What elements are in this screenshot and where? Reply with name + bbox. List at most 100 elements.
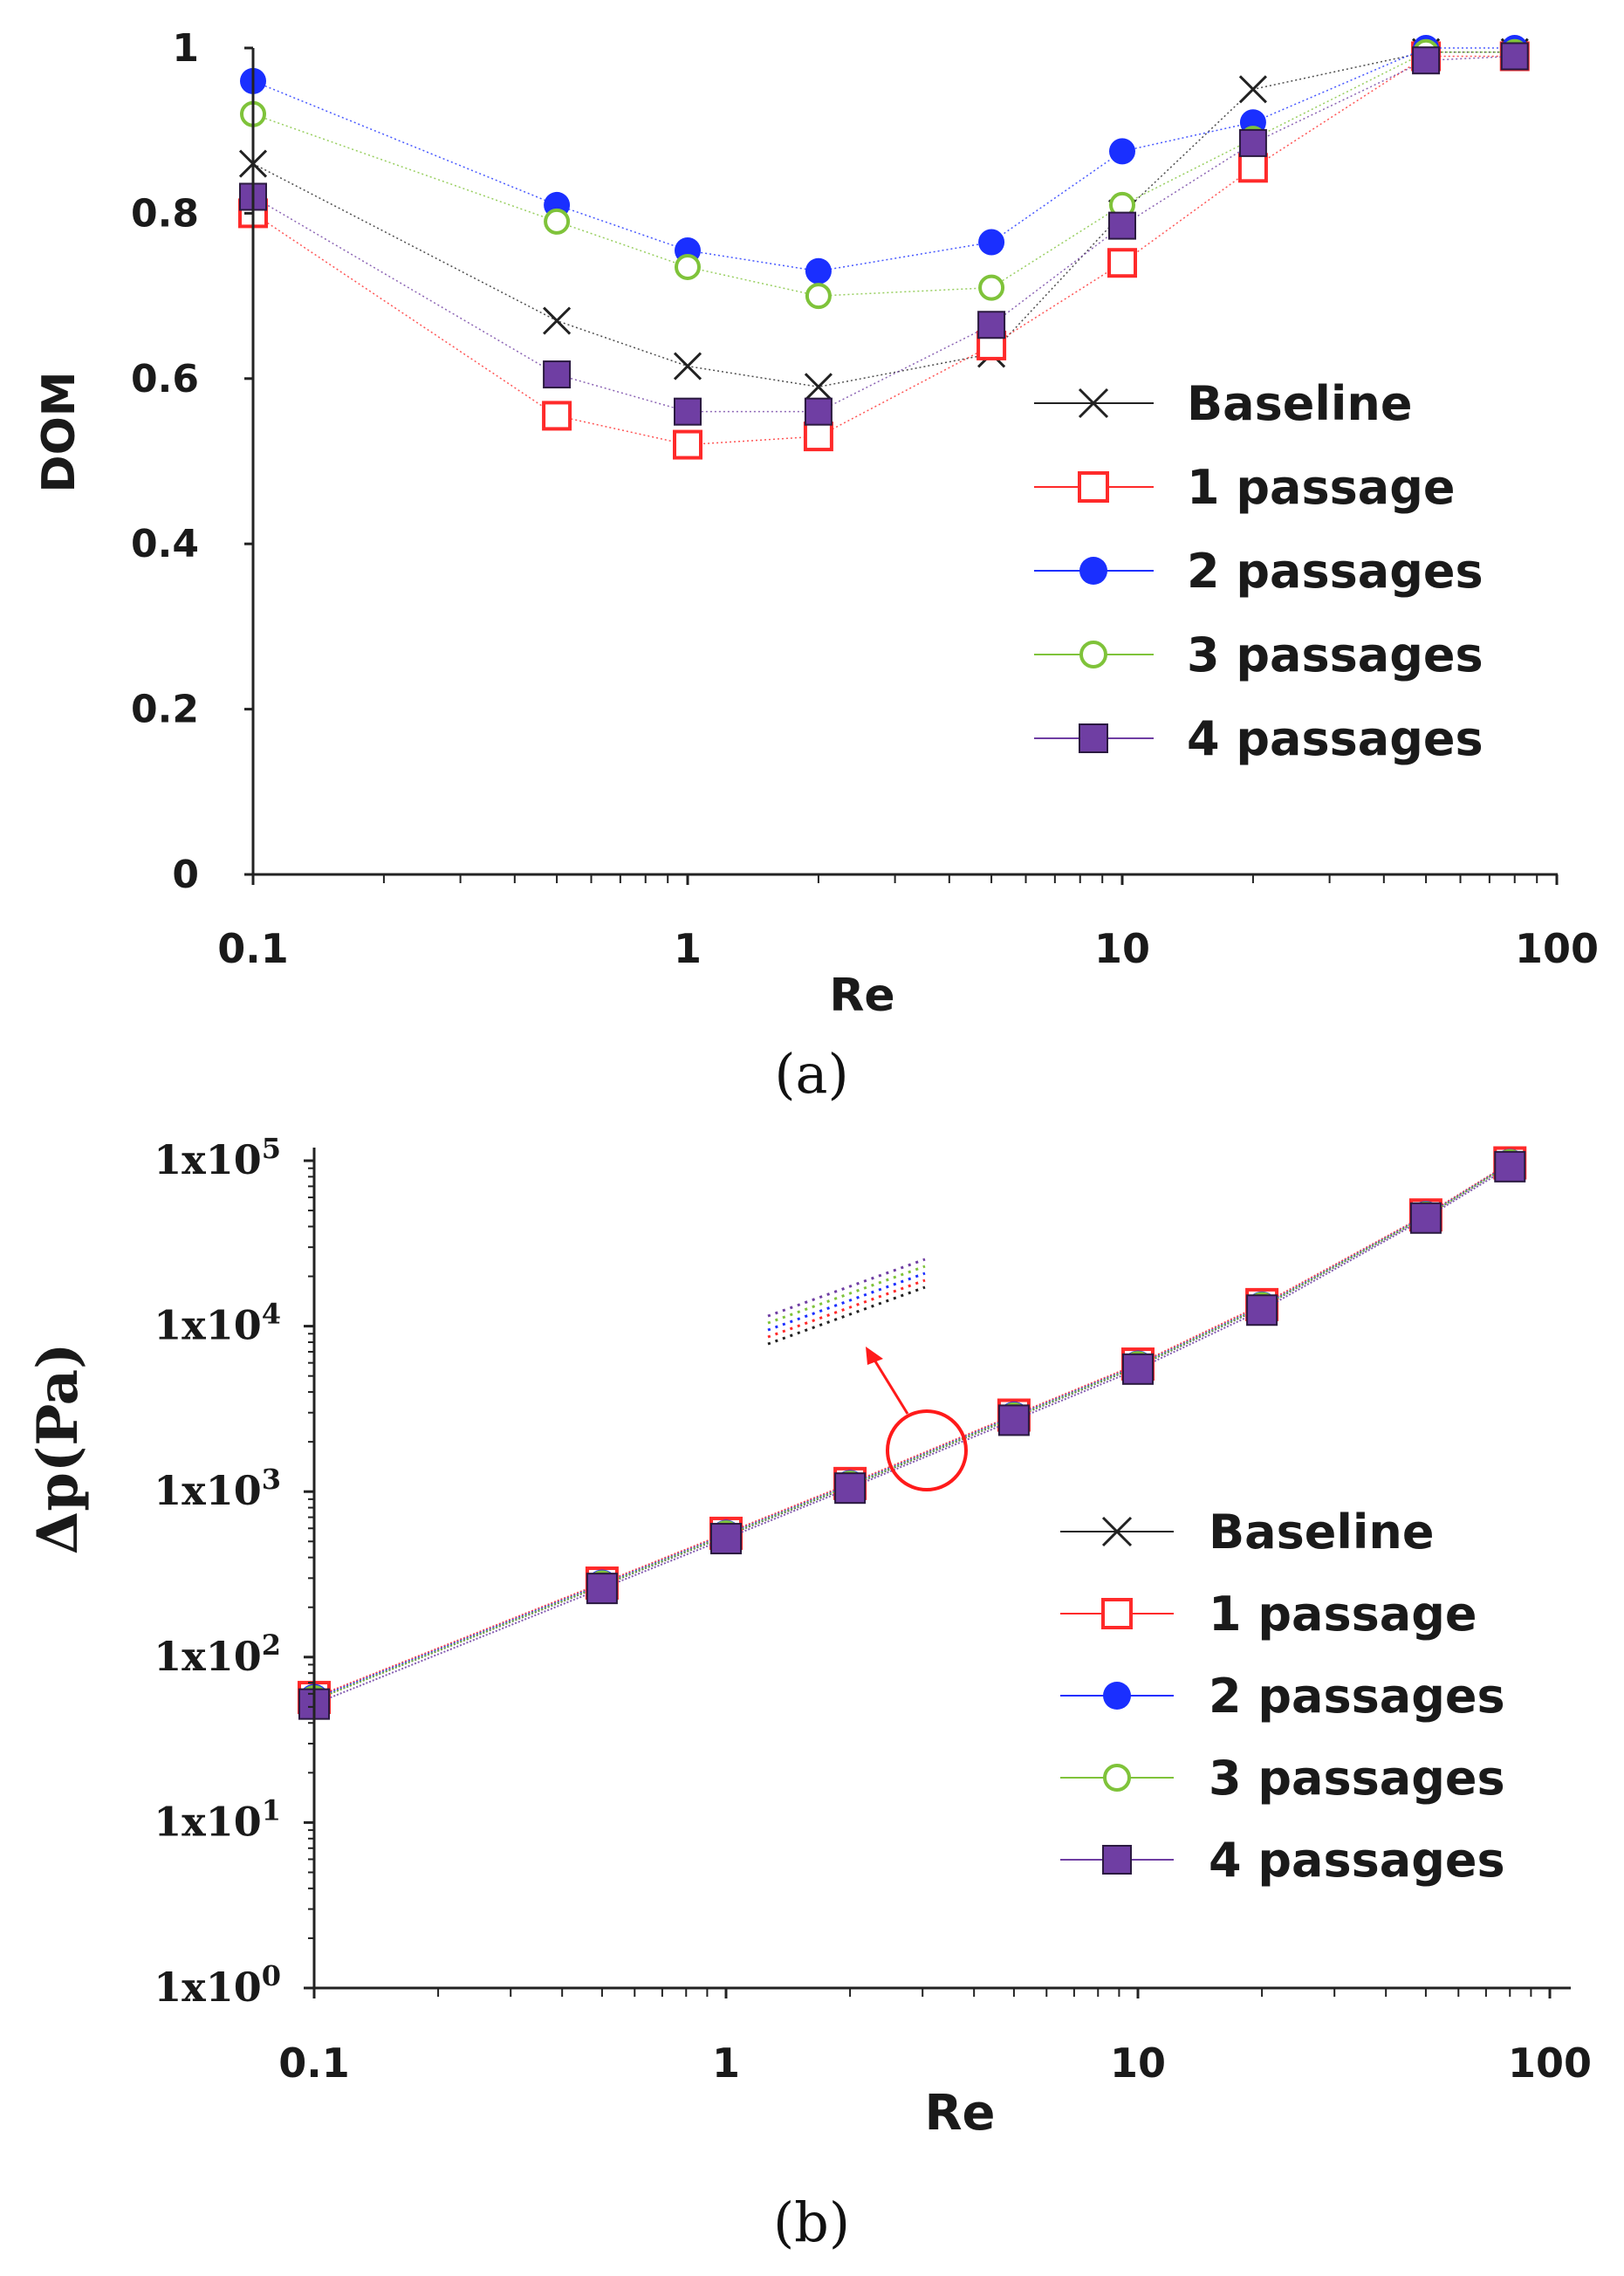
data-point bbox=[1412, 46, 1441, 75]
x-tick-label: 10 bbox=[1110, 2039, 1166, 2087]
y-tick-label: 1x102 bbox=[154, 1628, 281, 1680]
legend-marker bbox=[1103, 1764, 1131, 1792]
legend-label: 3 passages bbox=[1187, 627, 1484, 682]
series-baseline bbox=[238, 38, 1529, 401]
legend-marker bbox=[1103, 1682, 1131, 1710]
y-tick-label: 0.8 bbox=[131, 191, 199, 236]
data-point bbox=[673, 429, 702, 460]
data-point bbox=[542, 401, 572, 431]
data-point bbox=[805, 257, 832, 284]
legend-label: 4 passages bbox=[1209, 1833, 1505, 1888]
data-point bbox=[1409, 1202, 1442, 1234]
legend-marker bbox=[1079, 557, 1107, 585]
chart-a-legend: Baseline 1 passage 2 passages 3 passages 4 p… bbox=[1034, 376, 1484, 766]
data-point bbox=[834, 1472, 867, 1505]
series-line bbox=[252, 51, 1515, 388]
chart-b-caption: (b) bbox=[773, 2190, 850, 2254]
data-point bbox=[1494, 1150, 1526, 1183]
legend-item-2-passages: 2 passages bbox=[1060, 1669, 1505, 1724]
legend-item-4-passages: 4 passages bbox=[1060, 1833, 1505, 1888]
legend-marker bbox=[1079, 723, 1108, 753]
data-point bbox=[804, 373, 833, 401]
chart-b-x-axis-title: Re bbox=[924, 2085, 995, 2142]
series-4-passages bbox=[298, 1150, 1526, 1720]
x-tick-label: 0.1 bbox=[217, 925, 289, 972]
legend-item-1-passage: 1 passage bbox=[1060, 1587, 1477, 1642]
y-tick-label: 1x103 bbox=[154, 1463, 281, 1514]
x-tick-label: 1 bbox=[712, 2039, 740, 2087]
zoom-arrow bbox=[871, 1356, 909, 1415]
data-point bbox=[543, 360, 572, 389]
data-point bbox=[673, 352, 702, 380]
legend-marker bbox=[1079, 641, 1107, 668]
zoom-annotation bbox=[767, 1258, 968, 1491]
zoom-arrow-head bbox=[866, 1347, 883, 1365]
data-point bbox=[1109, 138, 1135, 165]
y-tick-label: 0.6 bbox=[131, 357, 199, 401]
chart-b-x-ticks: 0.1 1 10 100 bbox=[278, 1988, 1592, 2087]
y-tick-label: 0.2 bbox=[131, 688, 199, 732]
data-point bbox=[1108, 211, 1136, 240]
data-point bbox=[675, 253, 701, 280]
legend-label: 2 passages bbox=[1209, 1669, 1505, 1724]
legend-label: 2 passages bbox=[1187, 544, 1484, 599]
chart-b-y-axis-title: Δp(Pa) bbox=[25, 1343, 91, 1555]
x-tick-label: 10 bbox=[1094, 925, 1150, 972]
y-tick-label: 1x105 bbox=[154, 1132, 281, 1183]
y-tick-label: 0 bbox=[172, 853, 199, 897]
legend-label: Baseline bbox=[1187, 376, 1412, 431]
series-line bbox=[252, 55, 1515, 413]
data-point bbox=[804, 397, 833, 426]
series-4-passages bbox=[239, 42, 1529, 426]
data-point bbox=[1237, 153, 1268, 183]
chart-a-caption: (a) bbox=[774, 1042, 848, 1106]
data-point bbox=[1238, 75, 1267, 104]
legend-item-baseline: Baseline bbox=[1034, 376, 1412, 431]
chart-a-x-axis-title: Re bbox=[829, 970, 894, 1022]
zoom-inset bbox=[767, 1258, 926, 1346]
legend-item-3-passages: 3 passages bbox=[1034, 627, 1484, 682]
chart-a-y-ticks: 0 0.2 0.4 0.6 0.8 1 bbox=[131, 26, 253, 897]
data-point bbox=[1122, 1353, 1154, 1385]
legend-item-baseline: Baseline bbox=[1060, 1505, 1434, 1560]
legend-label: 4 passages bbox=[1187, 711, 1484, 766]
data-point bbox=[586, 1573, 618, 1605]
data-point bbox=[1238, 128, 1267, 157]
data-point bbox=[997, 1404, 1030, 1436]
data-point bbox=[543, 306, 572, 335]
x-tick-label: 0.1 bbox=[278, 2039, 350, 2087]
zoom-circle bbox=[886, 1409, 968, 1491]
chart-a-y-axis-title: DOM bbox=[33, 371, 86, 492]
data-point bbox=[674, 397, 702, 426]
data-point bbox=[1107, 248, 1137, 278]
y-tick-label: 1 bbox=[172, 26, 199, 71]
y-tick-label: 1x100 bbox=[154, 1959, 281, 2011]
legend-marker bbox=[1078, 471, 1109, 503]
x-tick-label: 100 bbox=[1515, 925, 1599, 972]
data-point bbox=[803, 422, 833, 452]
chart-b-y-ticks: 1x100 1x101 1x102 1x103 1x104 1x105 bbox=[154, 1132, 314, 2011]
legend-label: 1 passage bbox=[1187, 460, 1455, 515]
y-tick-label: 1x104 bbox=[154, 1298, 281, 1349]
series-line bbox=[252, 51, 1515, 297]
data-point bbox=[710, 1523, 742, 1555]
inset-line bbox=[767, 1272, 926, 1332]
legend-label: Baseline bbox=[1209, 1505, 1434, 1560]
data-point bbox=[805, 283, 832, 310]
chart-a-x-ticks: 0.1 1 10 100 bbox=[217, 874, 1599, 972]
y-tick-label: 1x101 bbox=[154, 1793, 281, 1845]
data-point bbox=[1500, 42, 1529, 71]
data-point bbox=[978, 274, 1005, 301]
y-tick-label: 0.4 bbox=[131, 522, 199, 566]
chart-b-legend: Baseline 1 passage 2 passages 3 passages 4 p… bbox=[1060, 1505, 1505, 1888]
chart-a: 0.1 1 10 100 0 0.2 0.4 0.6 0.8 1 Re DOM Baseline… bbox=[33, 26, 1599, 1106]
legend-label: 1 passage bbox=[1209, 1587, 1477, 1642]
legend-item-4-passages: 4 passages bbox=[1034, 711, 1484, 766]
chart-b: 0.1 1 10 100 1x100 1x101 1x102 1x103 1x104 1x105… bbox=[25, 1132, 1592, 2254]
legend-item-2-passages: 2 passages bbox=[1034, 544, 1484, 599]
legend-marker bbox=[1101, 1598, 1133, 1629]
legend-marker bbox=[1101, 1516, 1133, 1547]
legend-marker bbox=[1102, 1845, 1132, 1875]
series-3-passages bbox=[240, 38, 1528, 310]
